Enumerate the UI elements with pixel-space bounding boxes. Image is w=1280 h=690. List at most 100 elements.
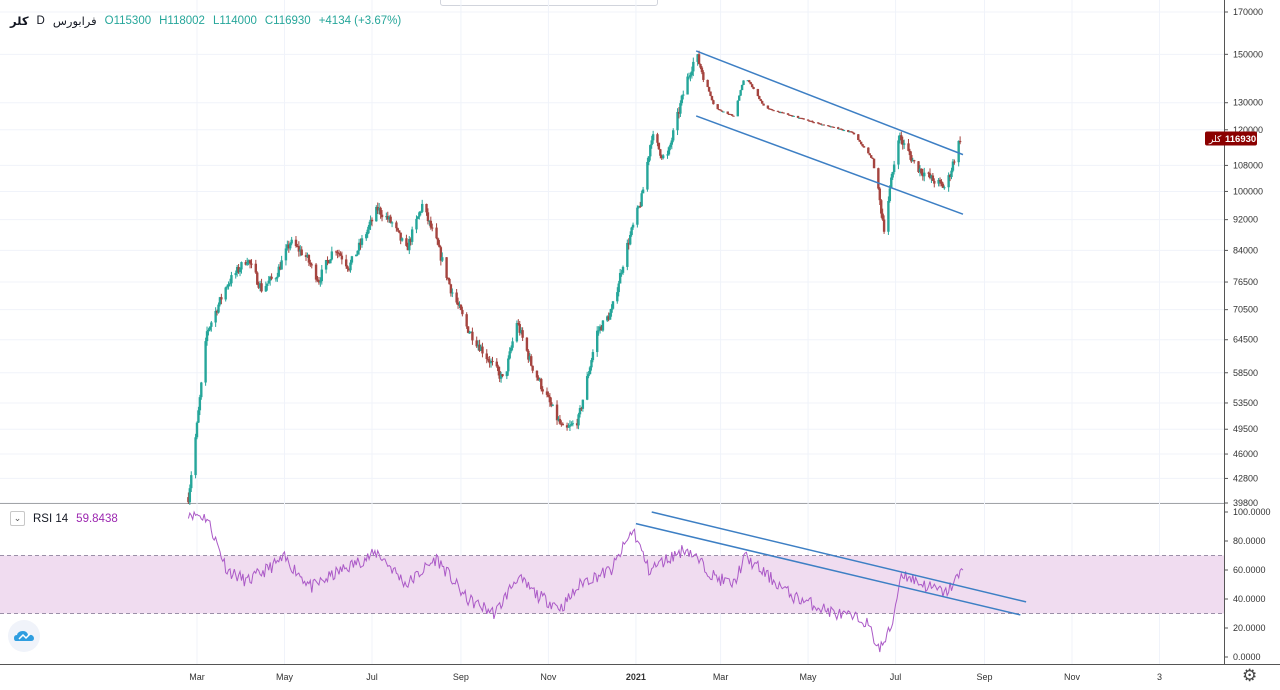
candle-body (200, 382, 203, 398)
candle-body (418, 212, 421, 217)
candle-body (796, 115, 800, 118)
candle-body (618, 272, 622, 284)
candle-body (636, 207, 639, 225)
price-tick-label: 70500 (1233, 305, 1258, 315)
ohlc-legend: کلر D فرابورس O115300 H118002 L114000 C1… (10, 14, 401, 28)
candle-body (950, 170, 953, 178)
candle-body (881, 213, 884, 220)
candle-body (408, 239, 411, 251)
candle-body (947, 175, 950, 188)
candle-body (779, 112, 783, 114)
candle-body (289, 243, 292, 249)
candle-body (750, 84, 754, 88)
candle-body (511, 341, 514, 348)
candle-body (471, 331, 474, 341)
candle-body (204, 341, 207, 383)
candle-body (355, 254, 358, 257)
candle-body (227, 284, 230, 287)
symbol-search-box[interactable] (440, 0, 658, 6)
candle-body (339, 253, 342, 256)
legend-symbol[interactable]: کلر (10, 16, 29, 28)
candle-body (565, 425, 569, 428)
candle-body (517, 323, 520, 325)
candle-body (476, 344, 480, 347)
rsi-tick-label: 40.0000 (1233, 594, 1266, 604)
time-tick-label: Nov (540, 672, 557, 682)
candle-body (598, 326, 602, 331)
legend-high: H118002 (159, 15, 205, 27)
candle-body (690, 71, 694, 76)
candle-body (816, 122, 820, 124)
price-tick-label: 120000 (1233, 125, 1263, 135)
candle-body (719, 109, 722, 111)
candle-body (679, 103, 682, 114)
candle-body (789, 115, 793, 117)
candle-body (660, 155, 663, 159)
candle-body (782, 112, 785, 114)
candle-body (215, 310, 219, 313)
candle-body (248, 260, 252, 264)
price-tick-label: 46000 (1233, 449, 1258, 459)
candle-body (667, 147, 671, 155)
candle-body (610, 308, 613, 313)
candle-body (276, 276, 279, 279)
legend-open: O115300 (104, 15, 152, 27)
candle-body (370, 219, 374, 222)
gear-icon[interactable]: ⚙ (1242, 666, 1258, 685)
candle-body (197, 410, 200, 423)
candle-body (224, 287, 227, 300)
candle-body (538, 378, 542, 381)
candle-body (486, 359, 490, 361)
candle-body (892, 164, 896, 173)
candle-body (842, 130, 846, 132)
time-tick-label: May (800, 672, 818, 682)
candle-body (560, 423, 563, 425)
candle-body (465, 314, 468, 327)
candle-body (913, 160, 916, 162)
candle-body (357, 242, 361, 251)
tradingview-cloud-icon[interactable] (8, 620, 40, 652)
candle-body (246, 262, 249, 265)
candle-body (405, 238, 408, 246)
candle-body (590, 360, 593, 368)
candle-body (545, 391, 549, 395)
candle-body (429, 220, 433, 228)
candle-body (537, 377, 540, 381)
candle-body (742, 80, 745, 85)
candle-body (897, 140, 900, 165)
legend-exchange: فرابورس (52, 16, 97, 28)
candle-body (822, 124, 826, 126)
candle-body (948, 175, 952, 178)
candle-body (478, 344, 481, 351)
candle-body (515, 323, 519, 342)
candle-body (611, 301, 615, 309)
candle-body (190, 475, 193, 489)
candle-body (918, 168, 922, 173)
candle-body (438, 244, 441, 248)
candle-body (228, 283, 232, 285)
candle-body (469, 331, 473, 333)
candle-body (672, 130, 675, 141)
candle-body (878, 188, 881, 201)
candle-body (570, 424, 573, 426)
candle-body (421, 203, 424, 212)
candle-body (317, 280, 321, 283)
candle-body (776, 110, 780, 112)
candle-body (306, 255, 309, 258)
candle-body (340, 255, 344, 260)
rsi-line (187, 510, 964, 653)
candle-body (758, 96, 761, 100)
legend-interval[interactable]: D (36, 15, 45, 27)
candle-body (481, 346, 484, 354)
candle-body (732, 115, 735, 117)
candle-body (907, 143, 910, 151)
candle-body (608, 312, 612, 320)
candle-body (446, 277, 450, 279)
collapse-icon[interactable]: ⌄ (10, 511, 25, 526)
candle-body (320, 269, 323, 282)
candle-body (640, 193, 643, 207)
candle-body (550, 402, 553, 406)
candle-body (920, 168, 923, 174)
candle-body (791, 115, 794, 117)
